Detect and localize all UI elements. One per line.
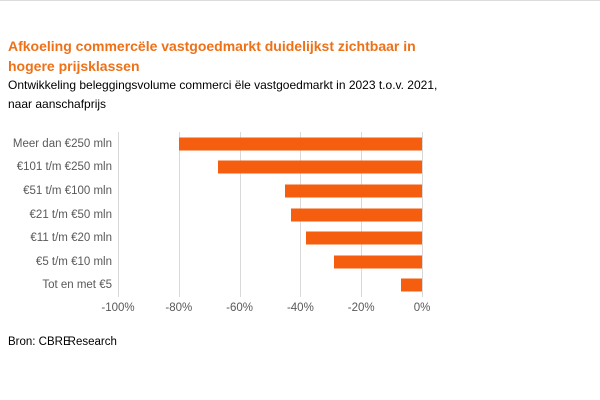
- bar-row: €21 t/m €50 mln: [0, 203, 422, 227]
- x-axis-tick-label: -20%: [347, 302, 375, 314]
- category-label: €5 t/m €10 mln: [35, 255, 112, 268]
- chart-subtitle-line1: Ontwikkeling beleggingsvolume commerci ë…: [8, 78, 438, 92]
- source-note: Bron: CBREResearch: [8, 336, 117, 348]
- bar-chart: Meer dan €250 mln €101 t/m €250 mln €51 t/…: [0, 132, 440, 322]
- category-label: €21 t/m €50 mln: [29, 208, 112, 221]
- bar-cell: [118, 179, 422, 203]
- source-text-prefix: Bron: CBRE: [8, 336, 71, 348]
- bar: [218, 160, 422, 174]
- bar: [306, 231, 422, 245]
- bar-row: €5 t/m €10 mln: [0, 250, 422, 274]
- x-axis-tick-label: -100%: [101, 302, 135, 314]
- category-label: €101 t/m €250 mln: [16, 161, 112, 174]
- gridline: [422, 132, 423, 297]
- bar: [178, 137, 422, 151]
- x-axis-tick-label: -60%: [226, 302, 254, 314]
- bar-row: €101 t/m €250 mln: [0, 156, 422, 180]
- chart-subtitle: Ontwikkeling beleggingsvolume commerci ë…: [8, 76, 478, 114]
- x-axis-tick-label: 0%: [413, 302, 431, 314]
- category-label: Meer dan €250 mln: [12, 137, 112, 150]
- bar: [291, 208, 422, 222]
- bar-row: Meer dan €250 mln: [0, 132, 422, 156]
- bar-cell: [118, 203, 422, 227]
- bar: [285, 184, 422, 198]
- bar-cell: [118, 156, 422, 180]
- source-text-suffix: Research: [67, 336, 117, 348]
- bar-cell: [118, 250, 422, 274]
- x-axis-tick-label: -80%: [165, 302, 193, 314]
- chart-title-line2: hogere prijsklassen: [8, 58, 140, 74]
- x-axis-tick-label: -40%: [286, 302, 314, 314]
- bar-rows: Meer dan €250 mln €101 t/m €250 mln €51 t/…: [0, 132, 422, 297]
- gridline: [118, 132, 119, 297]
- bar: [400, 278, 422, 292]
- top-border: [0, 0, 600, 1]
- chart-title: Afkoeling commercële vastgoedmarkt duide…: [8, 36, 478, 76]
- category-label: €51 t/m €100 mln: [23, 184, 112, 197]
- x-axis: -100% -80% -60% -40% -20% 0%: [101, 302, 430, 318]
- bar-cell: [118, 226, 422, 250]
- gridline: [239, 132, 241, 297]
- bar-cell: [118, 132, 422, 156]
- chart-subtitle-line2: naar aanschafprijs: [8, 97, 107, 111]
- gridline: [178, 132, 180, 297]
- bar-row: €51 t/m €100 mln: [0, 179, 422, 203]
- category-label: Tot en met €5: [42, 279, 112, 292]
- bar-row: €11 t/m €20 mln: [0, 226, 422, 250]
- chart-title-line1: Afkoeling commercële vastgoedmarkt duide…: [8, 38, 416, 54]
- bar-row: Tot en met €5: [0, 273, 422, 297]
- bar-cell: [118, 273, 422, 297]
- category-label: €11 t/m €20 mln: [30, 232, 112, 245]
- bar: [333, 255, 422, 269]
